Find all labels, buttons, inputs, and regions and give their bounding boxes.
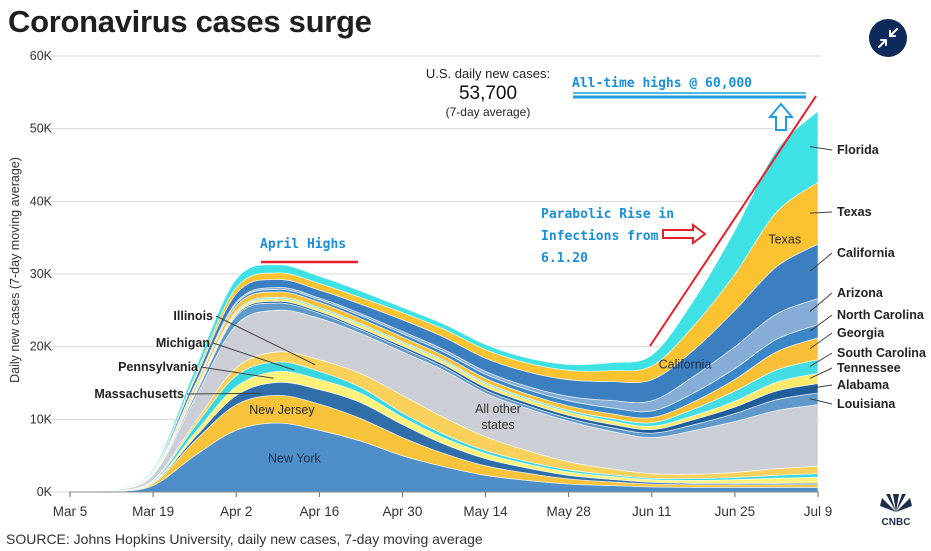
cnbc-peacock-logo: CNBC — [880, 494, 912, 528]
series-label-tennessee: Tennessee — [837, 361, 901, 375]
x-tick-label: Mar 5 — [53, 504, 88, 519]
series-label-california: California — [837, 246, 896, 260]
y-tick-label: 60K — [30, 49, 53, 63]
parabolic-label-2: Infections from — [541, 229, 659, 244]
source-note: SOURCE: Johns Hopkins University, daily … — [6, 531, 483, 547]
label-leader-line — [809, 252, 833, 272]
series-label-states: states — [481, 418, 514, 432]
user-annotations: All-time highs @ 60,000 April Highs Para… — [260, 76, 817, 347]
total-callout: U.S. daily new cases: 53,700 (7-day aver… — [426, 66, 550, 119]
label-leader-line — [809, 384, 833, 389]
x-tick-label: Jun 11 — [632, 504, 672, 519]
series-label-michigan: Michigan — [156, 336, 210, 350]
series-label-california: California — [659, 357, 712, 371]
y-tick-label: 40K — [30, 194, 53, 208]
series-label-texas: Texas — [837, 205, 872, 219]
up-arrow-icon — [767, 102, 795, 131]
x-tick-label: May 28 — [547, 504, 591, 519]
series-areas — [69, 110, 819, 493]
label-leader-line — [809, 352, 833, 367]
y-tick-label: 50K — [30, 122, 53, 136]
label-leader-line — [809, 367, 833, 379]
label-leader-line — [809, 332, 833, 350]
chart-title: Coronavirus cases surge — [8, 4, 372, 39]
series-label-arizona: Arizona — [837, 286, 884, 300]
y-tick-label: 10K — [30, 412, 53, 426]
series-label-texas: Texas — [768, 232, 801, 246]
parabolic-trend-line — [649, 95, 817, 347]
series-label-louisiana: Louisiana — [837, 397, 896, 411]
x-tick-label: Mar 19 — [132, 504, 174, 519]
parabolic-label-3: 6.1.20 — [541, 251, 588, 266]
y-axis-label: Daily new cases (7-day moving average) — [8, 157, 22, 383]
series-label-pennsylvania: Pennsylvania — [118, 360, 199, 374]
x-tick-label: May 14 — [463, 504, 508, 519]
collapse-arrows-icon[interactable] — [869, 19, 907, 57]
label-leader-line — [186, 392, 262, 395]
label-leader-line — [200, 366, 274, 379]
label-leader-line — [212, 342, 295, 371]
label-leader-line — [809, 292, 833, 312]
collapse-arrows-glyph — [878, 28, 898, 48]
parabolic-label-1: Parabolic Rise in — [541, 207, 674, 222]
series-label-south-carolina: South Carolina — [837, 346, 927, 360]
april-highs-label: April Highs — [260, 237, 346, 252]
series-label-illinois: Illinois — [173, 309, 213, 323]
series-label-florida: Florida — [837, 143, 880, 157]
x-tick-label: Jul 9 — [804, 504, 833, 519]
cnbc-logo-text: CNBC — [882, 517, 911, 528]
label-leader-line — [809, 211, 833, 214]
right-arrow-icon — [662, 223, 707, 245]
series-label-new-jersey: New Jersey — [249, 403, 315, 417]
label-leader-line — [809, 314, 833, 332]
axes: 0K 10K 20K 30K 40K 50K 60K Mar 5 Mar 19 Apr 2 Apr … — [30, 49, 833, 519]
series-label-all-other: All other — [475, 402, 521, 416]
series-label-north-carolina: North Carolina — [837, 308, 925, 322]
x-tick-label: Apr 16 — [299, 504, 339, 519]
x-tick-label: Apr 2 — [220, 504, 252, 519]
x-tick-label: Jun 25 — [715, 504, 756, 519]
callout-value: 53,700 — [459, 83, 517, 104]
series-label-georgia: Georgia — [837, 326, 885, 340]
label-leader-line — [809, 398, 833, 405]
y-tick-label: 20K — [30, 340, 53, 354]
y-tick-label: 30K — [30, 267, 53, 281]
callout-line1: U.S. daily new cases: — [426, 66, 550, 81]
y-tick-label: 0K — [37, 485, 53, 499]
x-tick-label: Apr 30 — [383, 504, 423, 519]
series-label-massachusetts: Massachusetts — [94, 387, 184, 401]
area-florida — [69, 110, 819, 493]
label-leader-line — [809, 146, 833, 151]
series-labels: New York New Jersey California Texas All oth… — [94, 143, 927, 465]
series-label-alabama: Alabama — [837, 378, 890, 392]
label-leader-line — [215, 315, 316, 366]
all-time-highs-label: All-time highs @ 60,000 — [572, 76, 752, 91]
stacked-area-chart: 0K 10K 20K 30K 40K 50K 60K Mar 5 Mar 19 Apr 2 Apr … — [8, 49, 927, 528]
callout-line3: (7-day average) — [446, 105, 531, 119]
series-label-new-york: New York — [268, 451, 322, 465]
